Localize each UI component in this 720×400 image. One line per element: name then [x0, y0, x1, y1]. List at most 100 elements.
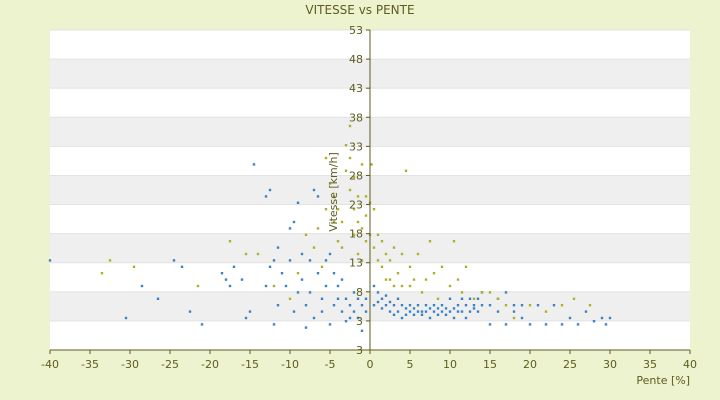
- data-point: [380, 265, 384, 268]
- data-point: [528, 323, 532, 326]
- data-point: [392, 304, 396, 307]
- data-point: [408, 304, 412, 307]
- data-point: [308, 259, 312, 262]
- data-point: [108, 259, 112, 262]
- data-point: [360, 163, 364, 166]
- data-point: [456, 310, 460, 313]
- data-point: [364, 240, 368, 243]
- data-point: [380, 240, 384, 243]
- data-point: [356, 252, 360, 256]
- data-point: [420, 291, 424, 294]
- data-point: [568, 316, 572, 320]
- data-point: [324, 208, 328, 211]
- data-point: [320, 310, 324, 313]
- data-point: [536, 304, 540, 307]
- data-point: [244, 316, 248, 320]
- data-point: [332, 220, 336, 224]
- data-point: [384, 304, 388, 307]
- data-point: [444, 313, 448, 316]
- data-point: [352, 291, 356, 294]
- data-point: [348, 156, 352, 160]
- data-point: [560, 304, 564, 307]
- data-point: [440, 304, 444, 307]
- data-point: [228, 240, 232, 243]
- data-point: [584, 310, 588, 313]
- data-point: [292, 310, 296, 313]
- data-point: [552, 304, 556, 307]
- series-1: [48, 163, 612, 332]
- data-point: [412, 278, 416, 281]
- data-point: [344, 320, 348, 323]
- data-point: [316, 195, 320, 198]
- data-point: [336, 208, 340, 211]
- data-point: [416, 310, 420, 313]
- data-point: [352, 208, 356, 211]
- data-point: [172, 259, 176, 262]
- data-point: [372, 284, 376, 288]
- y-tick-label: 13: [349, 257, 363, 270]
- data-point: [432, 310, 436, 313]
- data-point: [320, 265, 324, 268]
- data-point: [304, 233, 308, 236]
- data-point: [292, 220, 296, 224]
- y-tick-label: 23: [349, 199, 363, 212]
- data-point: [188, 310, 192, 313]
- x-tick-label: -40: [41, 358, 59, 371]
- x-axis-label: Pente [%]: [636, 374, 690, 387]
- data-point: [504, 323, 508, 326]
- data-point: [388, 300, 392, 304]
- data-point: [512, 310, 516, 313]
- data-point: [348, 124, 352, 128]
- y-tick-label: 3: [356, 344, 363, 357]
- data-point: [428, 240, 432, 243]
- data-point: [352, 176, 356, 179]
- data-point: [336, 297, 340, 300]
- x-tick-label: 10: [443, 358, 457, 371]
- data-point: [588, 304, 592, 307]
- data-point: [332, 304, 336, 307]
- data-point: [272, 284, 276, 288]
- x-tick-label: 35: [643, 358, 657, 371]
- y-tick-label: 3: [356, 315, 363, 328]
- data-point: [364, 195, 368, 198]
- data-point: [312, 246, 316, 249]
- data-point: [284, 284, 288, 288]
- data-point: [440, 265, 444, 268]
- data-point: [512, 304, 516, 307]
- data-point: [308, 291, 312, 294]
- data-point: [352, 233, 356, 236]
- data-point: [464, 265, 468, 268]
- data-point: [520, 316, 524, 320]
- data-point: [320, 297, 324, 300]
- data-point: [324, 156, 328, 160]
- data-point: [220, 272, 224, 275]
- data-point: [424, 278, 428, 281]
- data-point: [340, 246, 344, 249]
- data-point: [488, 304, 492, 307]
- data-point: [440, 310, 444, 313]
- data-point: [340, 278, 344, 281]
- x-tick-label: -20: [201, 358, 219, 371]
- data-point: [432, 272, 436, 275]
- data-point: [472, 297, 476, 300]
- data-point: [388, 259, 392, 262]
- data-point: [276, 304, 280, 307]
- data-point: [520, 304, 524, 307]
- data-point: [436, 297, 440, 300]
- axes: -40 -35 -30 -25 -20 -15 -10 -5 0 5 10 15 20 25 30 35 40 3…: [41, 24, 697, 371]
- data-point: [372, 246, 376, 249]
- data-point: [420, 313, 424, 316]
- data-point: [264, 284, 268, 288]
- data-point: [420, 310, 424, 313]
- data-point: [472, 304, 476, 307]
- data-point: [388, 310, 392, 313]
- data-point: [140, 284, 144, 288]
- data-point: [460, 291, 464, 294]
- data-point: [328, 252, 332, 256]
- data-point: [296, 291, 300, 294]
- data-point: [370, 163, 373, 166]
- y-tick-label: 38: [349, 111, 363, 124]
- data-point: [456, 304, 460, 307]
- data-point: [436, 313, 440, 316]
